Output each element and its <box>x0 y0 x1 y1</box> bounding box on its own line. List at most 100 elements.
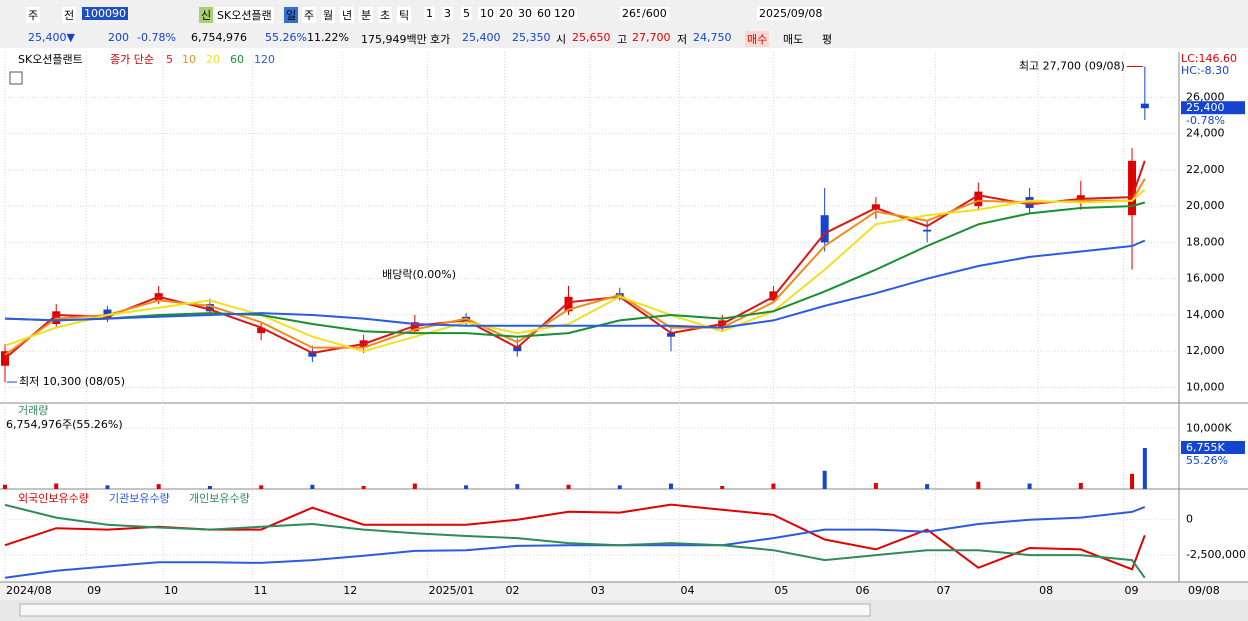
toolbar-item: 55.26% <box>265 31 307 44</box>
toolbar-item: 고 <box>617 33 628 46</box>
volume-bar <box>259 485 264 489</box>
volume-bar <box>515 484 520 489</box>
menu-icon[interactable] <box>9 71 23 85</box>
y-tick-label: 24,000 <box>1186 127 1225 140</box>
y-tick-label: 20,000 <box>1186 199 1225 212</box>
toolbar-item[interactable]: 3 <box>442 7 453 20</box>
volume-bar <box>1027 483 1032 489</box>
x-tick-label: 11 <box>254 584 268 597</box>
toolbar-item: 25,350 <box>512 31 551 44</box>
legend-entry: 120 <box>254 53 275 66</box>
toolbar-item[interactable]: /600 <box>640 7 669 20</box>
y-tick-label: 26,000 <box>1186 90 1225 103</box>
x-tick-label: 06 <box>856 584 870 597</box>
legend-label: 종가 단순 <box>110 53 154 66</box>
volume-bar <box>464 485 469 489</box>
toolbar-item[interactable]: 1 <box>424 7 435 20</box>
candle-body <box>1128 160 1137 216</box>
toolbar-item: 27,700 <box>632 31 671 44</box>
series-line <box>4 160 1146 360</box>
volume-bar <box>1078 482 1083 489</box>
x-tick-label: 07 <box>937 584 951 597</box>
quote-bar: 25,400▼ 200 -0.78% 6,754,976 55.26% 11.22% 175… <box>0 28 1248 49</box>
candle-body <box>923 229 932 232</box>
y-tick-label: -2,500,000 <box>1186 548 1246 561</box>
toolbar-item[interactable]: 265 <box>620 7 645 20</box>
toolbar-item: 11.22% <box>307 31 349 44</box>
toolbar-item[interactable]: 60 <box>535 7 553 20</box>
scrollbar[interactable] <box>19 603 871 617</box>
toolbar-item[interactable]: 전 <box>62 7 77 23</box>
last-date: 09/08 <box>1188 584 1220 597</box>
legend-entry: 20 <box>206 53 220 66</box>
volume-bar <box>976 481 981 489</box>
toolbar-item[interactable]: 신 <box>199 7 214 23</box>
x-tick-label: 04 <box>681 584 695 597</box>
volume-bar <box>412 483 417 489</box>
toolbar-item[interactable]: 초 <box>378 7 393 23</box>
y-tick-label: 10,000 <box>1186 380 1225 393</box>
x-tick-label: 10 <box>164 584 178 597</box>
toolbar-item[interactable]: 주 <box>26 7 41 23</box>
toolbar-item: 시 <box>556 33 567 46</box>
legend-entry: 60 <box>230 53 244 66</box>
toolbar-item[interactable]: 100090 <box>82 7 128 20</box>
volume-bar <box>566 484 571 489</box>
toolbar-item[interactable]: 매수 <box>745 31 770 47</box>
toolbar: 주 전 100090 신 SK오션플랜 일 주 월 년 분 초 틱 1 3 5 10 20 30 60 120 265/… <box>0 0 1248 29</box>
volume-bar <box>156 484 161 489</box>
chart: 2024/08 09 10 11 12 2025/01 02 03 04 05 06 07 08 09 09… <box>0 48 1248 621</box>
toolbar-item[interactable]: 틱 <box>397 7 412 23</box>
toolbar-item[interactable]: 20 <box>497 7 515 20</box>
candle-body <box>974 191 983 207</box>
volume-bar <box>771 483 776 489</box>
toolbar-item[interactable]: 년 <box>340 7 355 23</box>
toolbar-item[interactable]: SK오션플랜 <box>215 7 274 23</box>
x-axis-bg <box>0 582 1248 600</box>
annotation: 최고 27,700 (09/08) <box>1019 60 1125 73</box>
volume-bar <box>310 484 315 489</box>
volume-bar <box>822 470 827 489</box>
toolbar-item[interactable]: 120 <box>552 7 577 20</box>
series-line <box>4 239 1146 329</box>
toolbar-item[interactable]: 일 <box>284 7 299 23</box>
annotation: 배당락(0.00%) <box>382 268 456 281</box>
toolbar-item[interactable]: 월 <box>321 7 336 23</box>
toolbar-item[interactable]: 분 <box>359 7 374 23</box>
candle-body <box>820 215 829 243</box>
volume-bar <box>617 485 622 489</box>
toolbar-item[interactable]: 주 <box>302 7 317 23</box>
candle-body <box>564 296 573 312</box>
volume-bar <box>1130 473 1135 489</box>
toolbar-item[interactable]: 매도 <box>783 33 804 46</box>
toolbar-item[interactable]: 평 <box>822 33 833 46</box>
hc-label: HC:-8.30 <box>1181 64 1229 77</box>
candle-body <box>205 304 214 312</box>
current-price-box <box>1181 101 1245 115</box>
x-tick-label: 02 <box>505 584 519 597</box>
toolbar-item[interactable]: 5 <box>461 7 472 20</box>
chart-title: SK오션플랜트 <box>18 53 83 66</box>
toolbar-item[interactable]: 10 <box>478 7 496 20</box>
x-tick-label: 09 <box>1125 584 1139 597</box>
volume-ratio: 55.26% <box>1186 454 1228 467</box>
toolbar-item[interactable]: 2025/09/08 <box>757 7 825 20</box>
x-tick-label: 12 <box>343 584 357 597</box>
x-tick-label: 09 <box>87 584 101 597</box>
series-line <box>4 503 1146 579</box>
candle-body <box>666 333 675 337</box>
volume-bar <box>207 485 212 489</box>
current-volume-box <box>1181 440 1245 454</box>
y-tick-label: 16,000 <box>1186 272 1225 285</box>
y-tick-label: 10,000K <box>1186 421 1232 434</box>
series-line <box>4 189 1146 353</box>
y-tick-label: 14,000 <box>1186 308 1225 321</box>
toolbar-item: 25,400 <box>462 31 501 44</box>
volume-bar <box>3 484 7 489</box>
toolbar-item[interactable]: 30 <box>516 7 534 20</box>
volume-bar <box>668 483 673 489</box>
lc-label: LC:146.60 <box>1181 52 1237 65</box>
toolbar-item: 저 <box>677 33 688 46</box>
candle-body <box>1140 103 1149 109</box>
